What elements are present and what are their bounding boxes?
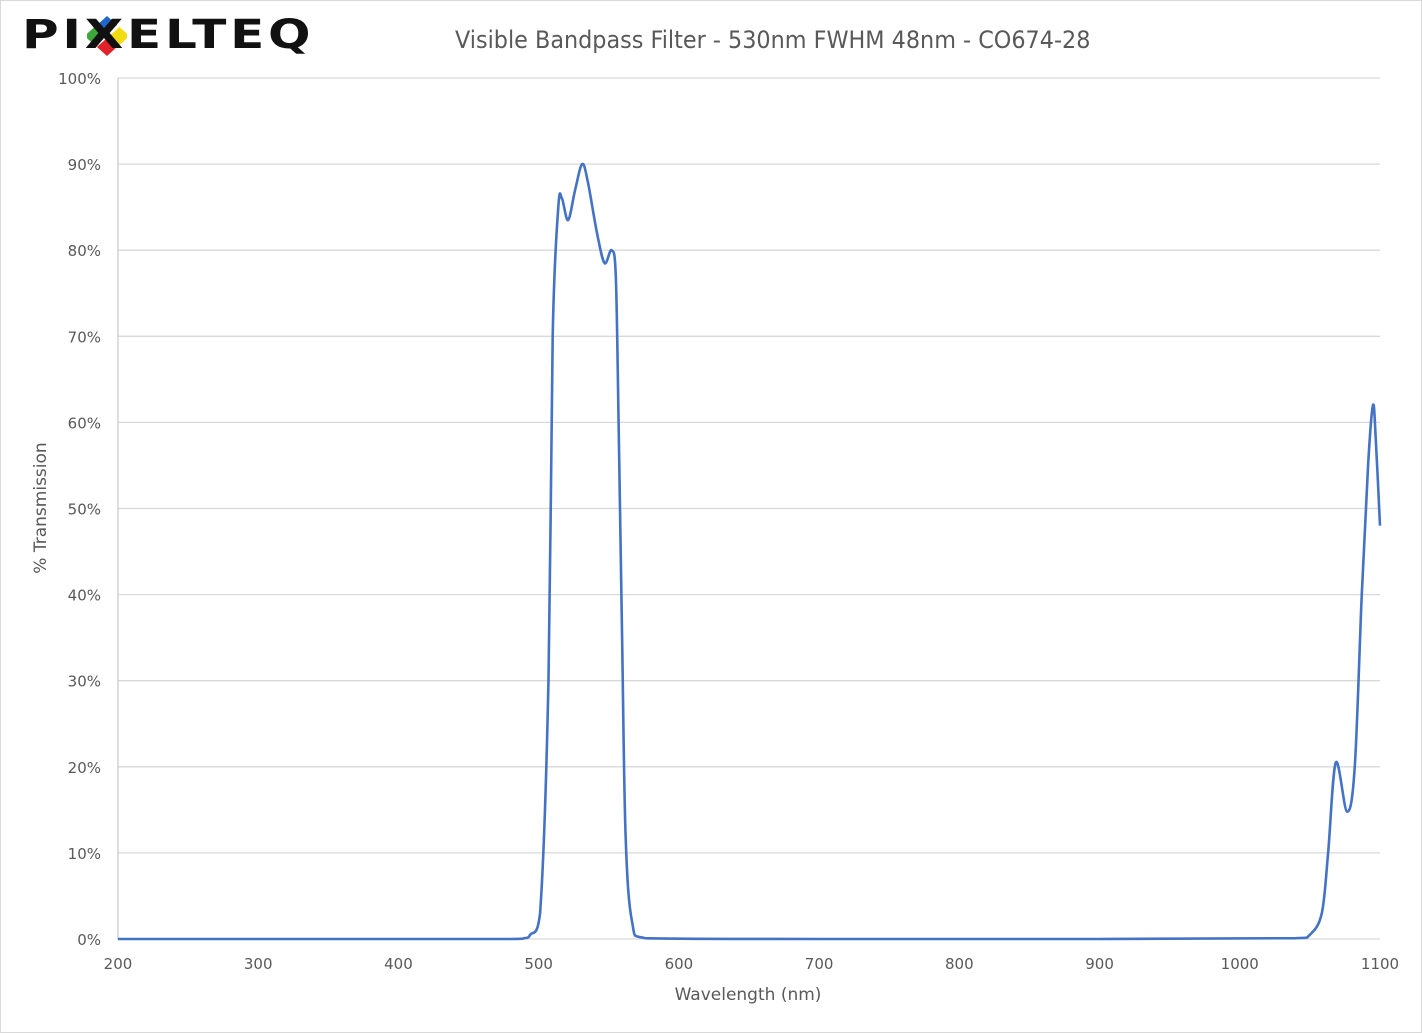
y-tick-label: 90% <box>68 156 101 174</box>
y-tick-label: 100% <box>58 70 101 88</box>
y-tick-label: 70% <box>68 328 101 346</box>
y-tick-label: 30% <box>68 673 101 691</box>
x-tick-label: 200 <box>104 955 133 973</box>
x-tick-label: 300 <box>244 955 273 973</box>
pixelteq-logo: PI XELTEQ <box>22 12 315 58</box>
x-tick-label: 500 <box>524 955 553 973</box>
y-tick-label: 50% <box>68 501 101 519</box>
x-axis-label: Wavelength (nm) <box>675 985 822 1005</box>
y-tick-label: 20% <box>68 759 101 777</box>
x-tick-label: 600 <box>665 955 694 973</box>
x-tick-label: 700 <box>805 955 834 973</box>
y-tick-label: 60% <box>68 414 101 432</box>
y-axis-label: % Transmission <box>31 442 51 573</box>
x-tick-label: 1000 <box>1221 955 1259 973</box>
y-tick-label: 10% <box>68 845 101 863</box>
y-tick-label: 80% <box>68 242 101 260</box>
y-tick-label: 0% <box>77 931 101 949</box>
chart-title: Visible Bandpass Filter - 530nm FWHM 48n… <box>455 26 1091 54</box>
x-tick-label: 400 <box>384 955 413 973</box>
x-tick-label: 900 <box>1085 955 1114 973</box>
y-tick-label: 40% <box>68 587 101 605</box>
x-tick-label: 1100 <box>1361 955 1399 973</box>
x-tick-label: 800 <box>945 955 974 973</box>
series-line-transmission <box>118 162 1382 941</box>
